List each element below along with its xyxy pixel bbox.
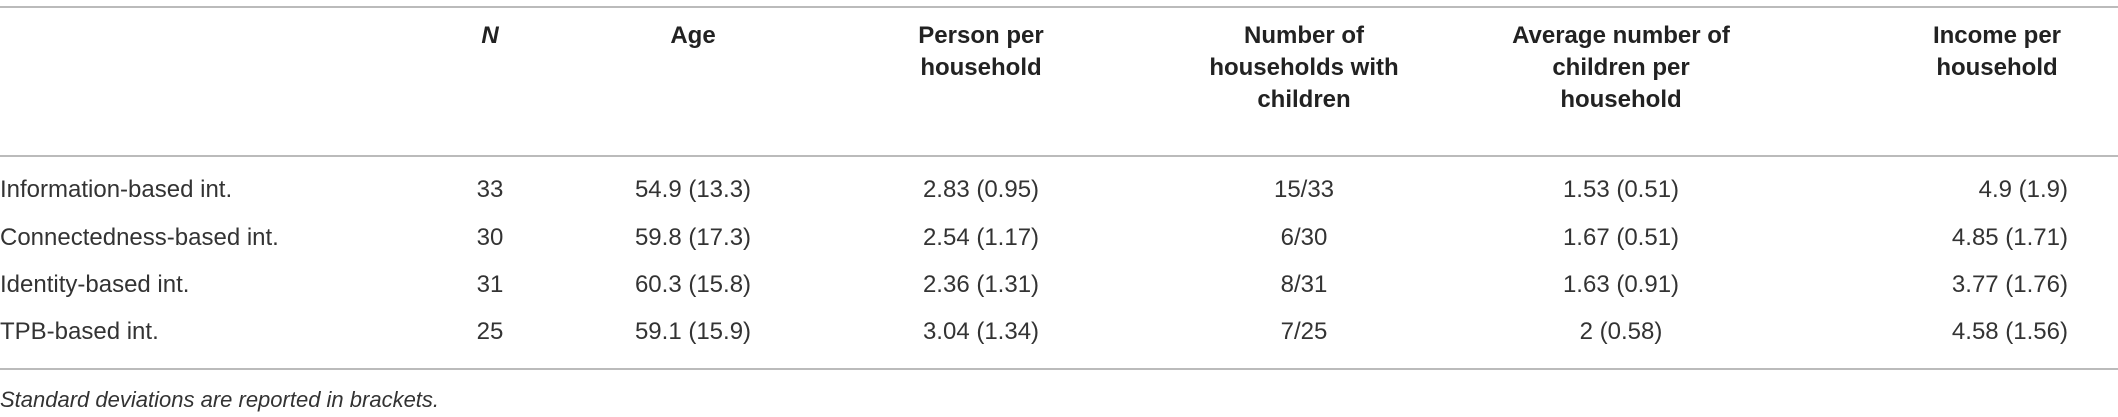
table-cell: 59.1 (15.9) <box>634 318 752 345</box>
table-cell: 25 <box>476 318 504 345</box>
column-header: Income per household <box>1932 22 2062 81</box>
table-cell: 2.83 (0.95) <box>922 176 1040 203</box>
table-cell: 8/31 <box>1280 271 1328 298</box>
table-cell: 2.36 (1.31) <box>922 271 1040 298</box>
column-header: Person per household <box>918 22 1044 81</box>
table-cell: 6/30 <box>1280 224 1328 251</box>
column-header: N <box>481 22 499 49</box>
header-rule <box>0 155 2118 157</box>
top-rule <box>0 6 2118 8</box>
table-cell: 60.3 (15.8) <box>634 271 752 298</box>
table-cell: 4.9 (1.9) <box>1978 176 2068 203</box>
table-cell: 1.53 (0.51) <box>1562 176 1680 203</box>
column-header: Age <box>670 22 716 49</box>
row-label: Information-based int. <box>0 176 233 203</box>
table-cell: 1.67 (0.51) <box>1562 224 1680 251</box>
table-cell: 3.04 (1.34) <box>922 318 1040 345</box>
table-cell: 2 (0.58) <box>1579 318 1663 345</box>
table-cell: 7/25 <box>1280 318 1328 345</box>
row-label: Connectedness-based int. <box>0 224 279 251</box>
table-cell: 2.54 (1.17) <box>922 224 1040 251</box>
table-cell: 59.8 (17.3) <box>634 224 752 251</box>
table-cell: 4.58 (1.56) <box>1951 318 2068 345</box>
row-label: Identity-based int. <box>0 271 190 298</box>
table-cell: 33 <box>476 176 504 203</box>
bottom-rule <box>0 368 2118 370</box>
table-cell: 1.63 (0.91) <box>1562 271 1680 298</box>
footnote: Standard deviations are reported in brac… <box>0 387 440 412</box>
table-cell: 30 <box>476 224 504 251</box>
column-header: Number of households with children <box>1209 22 1399 113</box>
table-cell: 31 <box>476 271 504 298</box>
column-header: Average number of children per household <box>1512 22 1730 113</box>
table-cell: 54.9 (13.3) <box>634 176 752 203</box>
table-cell: 3.77 (1.76) <box>1951 271 2068 298</box>
table-cell: 15/33 <box>1273 176 1335 203</box>
table-cell: 4.85 (1.71) <box>1951 224 2068 251</box>
row-label: TPB-based int. <box>0 318 159 345</box>
